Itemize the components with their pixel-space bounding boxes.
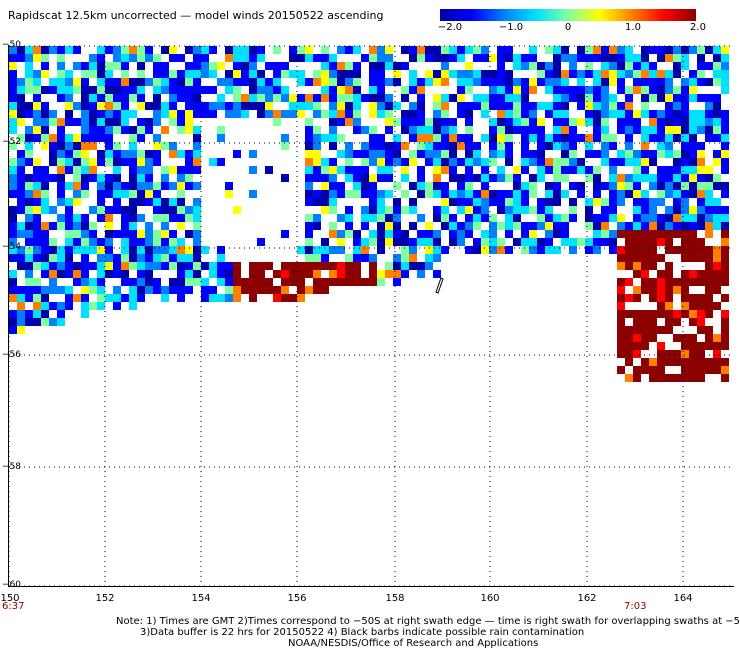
lon-label-156: 156 (287, 593, 307, 604)
lat-label-58: −58 (2, 462, 21, 472)
lat-label-60: −60 (2, 580, 21, 590)
graticule (8, 45, 733, 587)
note-line-1: Note: 1) Times are GMT 2)Times correspon… (116, 616, 740, 627)
start-time: 6:37 (2, 601, 25, 612)
plot-frame (8, 45, 734, 587)
lon-label-158: 158 (385, 593, 405, 604)
rain-flag-barb (435, 277, 444, 294)
note-line-3: NOAA/NESDIS/Office of Research and Appli… (288, 638, 539, 649)
colorbar-label-pos1: 1.0 (625, 22, 641, 33)
lat-label-52: −52 (2, 137, 21, 147)
lat-label-50: −50 (2, 40, 21, 50)
lon-label-152: 152 (95, 593, 115, 604)
lon-label-154: 154 (191, 593, 211, 604)
lon-label-164: 164 (673, 593, 693, 604)
swath-pixels (9, 46, 729, 382)
colorbar (440, 9, 696, 21)
map-title: Rapidscat 12.5km uncorrected — model win… (8, 9, 384, 22)
lat-label-54: −54 (2, 242, 21, 252)
colorbar-label-min: −2.0 (437, 22, 463, 33)
colorbar-label-neg1: −1.0 (498, 22, 524, 33)
lon-label-162: 162 (577, 593, 597, 604)
colorbar-label-zero: 0 (564, 22, 572, 33)
note-line-2: 3)Data buffer is 22 hrs for 20150522 4) … (140, 627, 585, 638)
lat-label-56: −56 (2, 350, 21, 360)
end-time: 7:03 (624, 601, 647, 612)
colorbar-label-max: 2.0 (690, 22, 706, 33)
lon-label-150: 150 (0, 593, 20, 604)
lon-label-160: 160 (480, 593, 500, 604)
